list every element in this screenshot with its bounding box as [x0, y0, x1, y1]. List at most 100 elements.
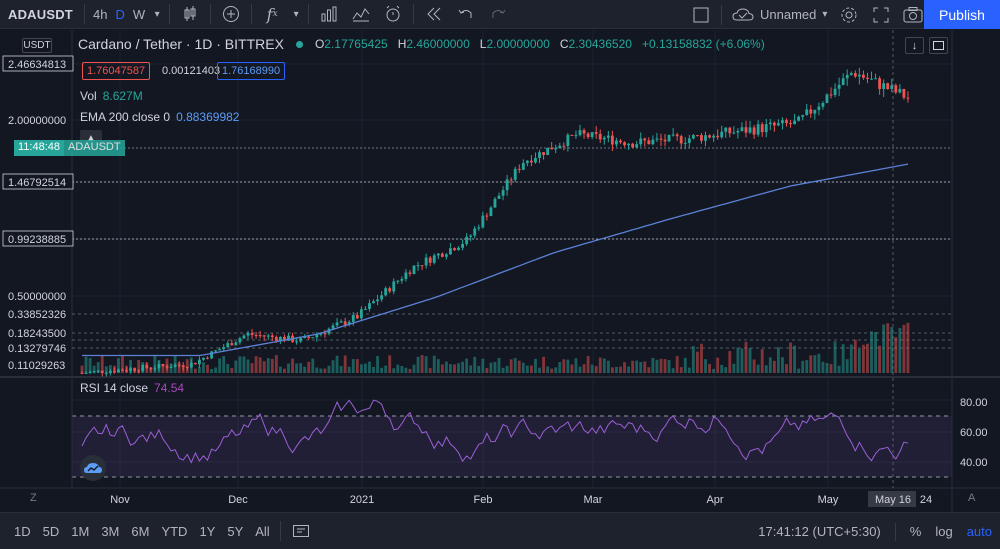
volume-bar	[400, 365, 404, 373]
buy-price-button[interactable]: 1.76168990	[217, 62, 286, 80]
candle-body	[222, 347, 226, 350]
countdown-timer: 11:48:48	[14, 140, 65, 156]
volume-bar	[501, 367, 505, 373]
price-tick-label: 0.18243500	[8, 328, 66, 340]
ohlc-open: O2.17765425	[314, 37, 388, 51]
candle-style-icon[interactable]	[174, 0, 206, 28]
candle-body	[189, 362, 193, 368]
divider	[413, 4, 415, 24]
volume-bar	[505, 365, 509, 373]
redo-icon[interactable]	[482, 0, 514, 28]
chevron-down-icon[interactable]: ▾	[154, 8, 160, 20]
maximize-pane-icon[interactable]	[929, 37, 948, 54]
candle-body	[485, 215, 489, 217]
time-tick-label: May 16	[875, 494, 911, 506]
layout-name: Unnamed	[760, 7, 817, 22]
rsi-scale[interactable]: 80.00 60.00 40.00	[960, 397, 988, 469]
interval-d[interactable]: D	[115, 6, 125, 22]
candle-body	[335, 322, 339, 326]
volume-bar	[805, 360, 809, 373]
scroll-down-icon[interactable]: ↓	[905, 37, 924, 54]
volume-bar	[283, 368, 286, 373]
candle-body	[226, 343, 230, 348]
candle-body	[384, 288, 388, 296]
range-5d[interactable]: 5D	[42, 523, 60, 539]
volume-bar	[315, 367, 319, 373]
candle-body	[894, 85, 898, 93]
range-1y[interactable]: 1Y	[199, 523, 216, 539]
volume-bar	[457, 363, 460, 373]
clock-timezone[interactable]: 17:41:12 (UTC+5:30)	[758, 524, 881, 539]
range-ytd[interactable]: YTD	[161, 523, 188, 539]
currency-label[interactable]: USDT	[22, 38, 52, 53]
volume-bar	[218, 358, 222, 373]
settings-icon[interactable]	[833, 1, 865, 29]
time-scale[interactable]: Nov Dec 2021 Feb Mar Apr May May 16 24	[110, 491, 932, 507]
rsi-legend[interactable]: RSI 14 close 74.54	[80, 381, 184, 395]
tradingview-logo-icon[interactable]	[80, 455, 106, 481]
candle-body	[586, 133, 590, 138]
symbol-title[interactable]: Cardano / Tether · 1D · BITTREX	[78, 36, 284, 52]
volume-bar	[355, 359, 359, 373]
candle-body	[202, 357, 205, 360]
range-1m[interactable]: 1M	[71, 523, 90, 539]
zoom-icon[interactable]: Z	[30, 492, 37, 504]
ema-indicator-legend[interactable]: EMA 200 close 0 0.88369982	[80, 110, 239, 124]
volume-bar	[327, 365, 331, 373]
undo-icon[interactable]	[450, 0, 482, 28]
price-tick-label: 0.99238885	[8, 234, 66, 246]
range-6m[interactable]: 6M	[131, 523, 150, 539]
auto-scale-toggle[interactable]: auto	[966, 524, 992, 539]
volume-bar	[92, 365, 96, 373]
volume-bar	[655, 359, 659, 373]
range-3m[interactable]: 3M	[101, 523, 120, 539]
left-price-scale[interactable]: 2.46634813 2.00000000 1.46792514 0.99238885…	[2, 55, 74, 372]
symbol-search[interactable]: ADAUSDT	[8, 6, 73, 22]
candle-body	[351, 315, 355, 322]
candle-body	[529, 160, 533, 163]
candle-body	[428, 257, 432, 263]
volume-bar	[700, 343, 703, 373]
volume-indicator-legend[interactable]: Vol 8.627M	[80, 89, 143, 103]
price-label-box	[2, 173, 74, 190]
candle-body	[764, 124, 768, 133]
chart-type-icon[interactable]	[345, 0, 377, 28]
volume-bar	[238, 356, 242, 373]
templates-icon[interactable]	[313, 0, 345, 28]
auto-scale-icon[interactable]: A	[968, 492, 976, 504]
volume-bar	[598, 357, 602, 373]
layout-selector[interactable]: Unnamed ▾	[726, 7, 833, 23]
range-5y[interactable]: 5Y	[227, 523, 244, 539]
candle-body	[841, 78, 845, 85]
percent-scale-toggle[interactable]: %	[909, 524, 922, 539]
interval-w[interactable]: W	[132, 6, 146, 22]
volume-bar	[104, 366, 108, 373]
range-all[interactable]: All	[255, 523, 270, 539]
candle-body	[574, 135, 578, 137]
volume-bar	[825, 363, 829, 373]
add-compare-icon[interactable]	[215, 0, 247, 28]
volume-bar	[663, 359, 667, 373]
goto-date-icon[interactable]	[285, 517, 317, 545]
fullscreen-box-icon[interactable]	[685, 1, 717, 29]
log-scale-toggle[interactable]: log	[935, 524, 953, 539]
volume-bar	[554, 367, 558, 373]
interval-4h[interactable]: 4h	[93, 6, 108, 22]
chevron-down-icon[interactable]: ▾	[293, 8, 299, 20]
volume-bar	[323, 368, 327, 373]
publish-button[interactable]: Publish	[924, 0, 1000, 29]
volume-bar	[837, 365, 841, 373]
candle-body	[793, 120, 797, 125]
sell-price-button[interactable]: 1.76047587	[82, 62, 151, 80]
candle-body	[238, 338, 242, 343]
volume-label: Vol	[80, 89, 97, 103]
expand-icon[interactable]	[865, 1, 897, 29]
replay-icon[interactable]	[418, 0, 450, 28]
camera-icon[interactable]	[897, 1, 929, 29]
alert-icon[interactable]	[377, 0, 409, 28]
range-1d[interactable]: 1D	[14, 523, 31, 539]
volume-bar	[493, 362, 497, 373]
